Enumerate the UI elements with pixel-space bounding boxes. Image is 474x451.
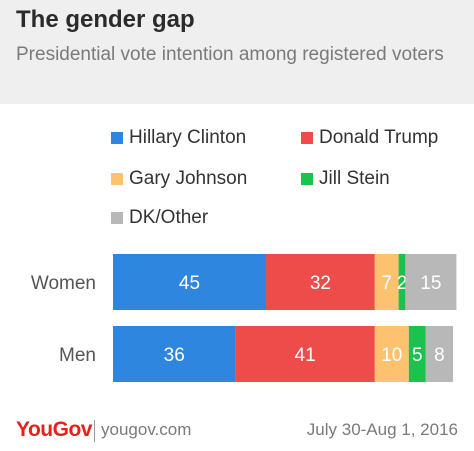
chart-title: The gender gap [16,6,195,33]
data-label-women-hillary-clinton: 45 [179,273,200,294]
data-label-men-dk-other: 8 [434,345,445,366]
bar-men-hillary-clinton [113,326,236,382]
bar-women-gary-johnson [374,254,399,310]
category-label-women: Women [31,273,96,294]
bar-men-donald-trump [235,326,375,382]
bar-men-dk-other [425,326,453,382]
legend-label: Donald Trump [319,127,439,148]
bar-men-gary-johnson [374,326,409,382]
bar-women-dk-other [405,254,457,310]
data-label-men-gary-johnson: 10 [381,345,402,366]
bar-men-jill-stein [408,326,426,382]
data-label-women-dk-other: 15 [420,273,441,294]
category-label-men: Men [59,345,96,366]
legend-swatch [301,173,313,185]
legend-swatch [111,132,123,144]
legend-label: Jill Stein [319,168,390,189]
footer-date: July 30-Aug 1, 2016 [306,420,458,439]
legend-label: Gary Johnson [129,168,248,189]
yougov-logo: YouGov [16,418,92,441]
footer-divider [94,420,95,442]
bar-women-jill-stein [398,254,406,310]
bar-women-hillary-clinton [113,254,266,310]
data-label-women-donald-trump: 32 [310,273,331,294]
bar-women-donald-trump [266,254,375,310]
chart-subtitle: Presidential vote intention among regist… [16,44,444,65]
legend-swatch [301,132,313,144]
legend-swatch [111,212,123,224]
legend-swatch [111,173,123,185]
legend-label: Hillary Clinton [129,127,247,148]
legend-label: DK/Other [129,207,209,228]
data-label-men-hillary-clinton: 36 [164,345,185,366]
footer-website: yougov.com [101,420,192,439]
data-label-men-donald-trump: 41 [295,345,316,366]
data-label-men-jill-stein: 5 [412,345,423,366]
header-panel: The gender gap Presidential vote intenti… [0,0,474,104]
data-label-women-gary-johnson: 7 [381,273,392,294]
data-label-women-jill-stein: 2 [397,273,408,294]
